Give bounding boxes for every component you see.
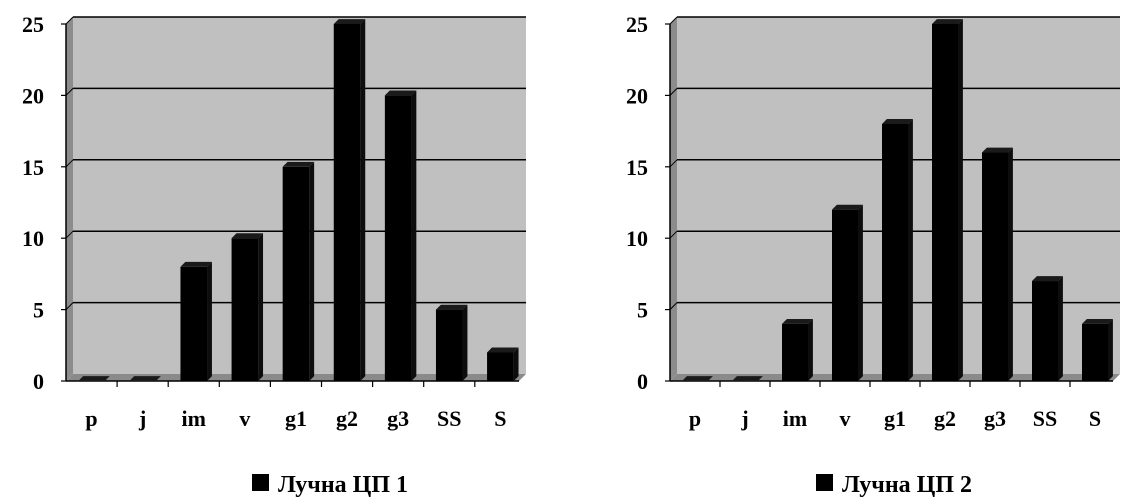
y-tick-label: 25: [22, 12, 44, 37]
plot-side-wall: [66, 17, 73, 381]
bar-top-SS: [435, 304, 468, 310]
x-tick-label-v: v: [840, 406, 851, 431]
gridline-side: [669, 230, 678, 239]
y-tick-label: 20: [22, 83, 44, 108]
legend-label-1: Лучна ЦП 1: [278, 472, 408, 498]
bar-side-v: [858, 204, 863, 381]
x-tick-label-j: j: [138, 406, 146, 431]
bar-top-j: [129, 376, 161, 381]
bar-g2: [333, 24, 361, 381]
bar-top-v: [231, 233, 264, 239]
legend-key: [252, 474, 269, 491]
y-tick-label: 25: [626, 12, 648, 37]
x-tick-label-S: S: [494, 406, 506, 431]
x-tick-label-g2: g2: [336, 406, 358, 431]
bar-side-SS: [1058, 276, 1063, 381]
bar-S: [1082, 323, 1108, 381]
x-tick-label-SS: SS: [1033, 406, 1057, 431]
bar-v: [832, 209, 858, 381]
x-tick-label-p: p: [85, 406, 97, 431]
bar-im: [782, 323, 808, 381]
x-tick-label-S: S: [1089, 406, 1101, 431]
bar-side-g2: [958, 19, 963, 381]
gridline-side: [65, 230, 74, 239]
y-tick-label: 0: [33, 369, 44, 394]
x-tick-label-im: im: [783, 406, 807, 431]
y-tick-label: 5: [33, 298, 44, 323]
gridline-side: [669, 16, 678, 25]
bar-side-im: [808, 318, 813, 381]
y-tick-label: 10: [626, 226, 648, 251]
x-tick-label-im: im: [182, 406, 206, 431]
gridline-side: [65, 88, 74, 96]
x-tick-label-j: j: [740, 406, 748, 431]
x-tick-label-v: v: [239, 406, 250, 431]
bar-SS: [435, 309, 463, 381]
x-tick-label-p: p: [689, 406, 701, 431]
bar-g2: [932, 24, 958, 381]
bar-top-g3: [982, 147, 1013, 153]
gridline-side: [669, 302, 678, 310]
gridline-side: [65, 302, 74, 310]
gridline-side: [65, 159, 74, 168]
bar-side-g3: [1008, 147, 1013, 381]
bar-g1: [282, 166, 310, 381]
plot-side-wall: [670, 17, 677, 381]
bar-top-j: [732, 376, 763, 381]
bar-top-SS: [1032, 276, 1063, 282]
bar-top-im: [180, 261, 212, 267]
bar-g3: [982, 152, 1008, 381]
bar-top-g2: [333, 19, 366, 24]
bar-top-v: [832, 204, 863, 210]
bar-top-S: [1082, 318, 1113, 324]
bar-side-S: [513, 347, 519, 381]
bar-side-v: [258, 233, 264, 381]
bar-top-p: [78, 376, 110, 381]
x-tick-label-g2: g2: [934, 406, 956, 431]
x-tick-label-g3: g3: [387, 406, 409, 431]
legend-key: [816, 474, 833, 491]
bar-v: [231, 238, 259, 381]
gridline-side: [65, 16, 74, 25]
bar-g3: [384, 95, 412, 382]
bar-side-SS: [462, 304, 468, 381]
x-tick-label-g1: g1: [884, 406, 906, 431]
bar-top-g3: [384, 90, 417, 96]
bar-side-S: [1108, 318, 1113, 381]
x-tick-label-g3: g3: [984, 406, 1006, 431]
bar-im: [180, 266, 208, 381]
bar-SS: [1032, 281, 1058, 381]
bar-side-im: [207, 261, 212, 381]
y-tick-label: 15: [22, 155, 44, 180]
bar-top-p: [682, 376, 713, 381]
bar-side-g1: [908, 119, 913, 381]
y-tick-label: 20: [626, 83, 648, 108]
bar-g1: [882, 123, 908, 382]
y-tick-label: 15: [626, 155, 648, 180]
bar-side-g2: [360, 19, 366, 381]
y-tick-label: 0: [637, 369, 648, 394]
y-tick-label: 5: [637, 298, 648, 323]
y-tick-label: 10: [22, 226, 44, 251]
x-tick-label-SS: SS: [437, 406, 461, 431]
bar-top-g1: [282, 161, 315, 167]
bar-top-g2: [932, 19, 963, 24]
bar-side-g1: [309, 161, 315, 381]
bar-top-S: [487, 347, 519, 353]
gridline-side: [669, 88, 678, 96]
bar-top-g1: [882, 119, 913, 124]
x-tick-label-g1: g1: [285, 406, 307, 431]
legend-label-2: Лучна ЦП 2: [842, 472, 972, 498]
gridline-side: [669, 159, 678, 168]
bar-side-g3: [411, 90, 417, 381]
bar-top-im: [782, 318, 813, 324]
bar-S: [487, 352, 514, 381]
